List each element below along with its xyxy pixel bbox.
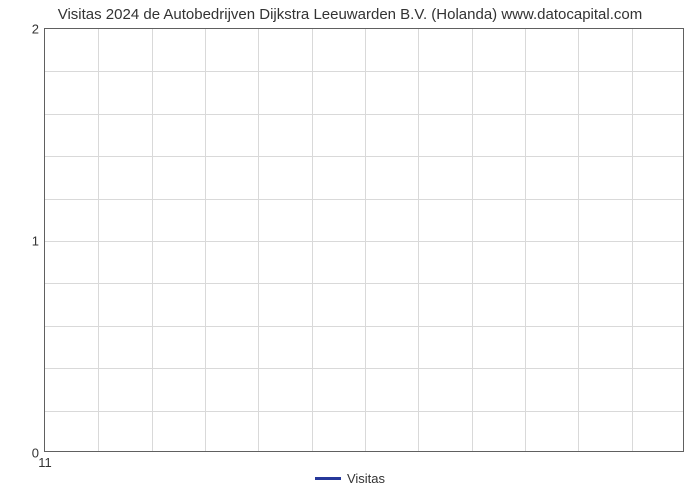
gridline-h xyxy=(45,241,683,242)
y-tick-label: 1 xyxy=(32,234,45,249)
y-tick-label: 2 xyxy=(32,22,45,37)
gridline-v xyxy=(578,29,579,451)
gridline-v xyxy=(365,29,366,451)
gridline-v xyxy=(418,29,419,451)
minor-gridline-h xyxy=(45,368,683,369)
gridline-v xyxy=(205,29,206,451)
chart-container: Visitas 2024 de Autobedrijven Dijkstra L… xyxy=(0,0,700,500)
plot-area: 01211 xyxy=(44,28,684,452)
minor-gridline-h xyxy=(45,199,683,200)
minor-gridline-h xyxy=(45,71,683,72)
minor-gridline-h xyxy=(45,283,683,284)
x-tick-label: 11 xyxy=(38,451,52,470)
gridline-v xyxy=(472,29,473,451)
minor-gridline-h xyxy=(45,114,683,115)
gridline-v xyxy=(258,29,259,451)
legend: Visitas xyxy=(0,470,700,486)
minor-gridline-h xyxy=(45,156,683,157)
minor-gridline-h xyxy=(45,326,683,327)
gridline-v xyxy=(525,29,526,451)
minor-gridline-h xyxy=(45,411,683,412)
legend-label: Visitas xyxy=(347,471,385,486)
chart-title: Visitas 2024 de Autobedrijven Dijkstra L… xyxy=(0,6,700,23)
gridline-v xyxy=(98,29,99,451)
gridline-v xyxy=(152,29,153,451)
gridline-v xyxy=(312,29,313,451)
gridline-v xyxy=(632,29,633,451)
legend-swatch xyxy=(315,477,341,480)
